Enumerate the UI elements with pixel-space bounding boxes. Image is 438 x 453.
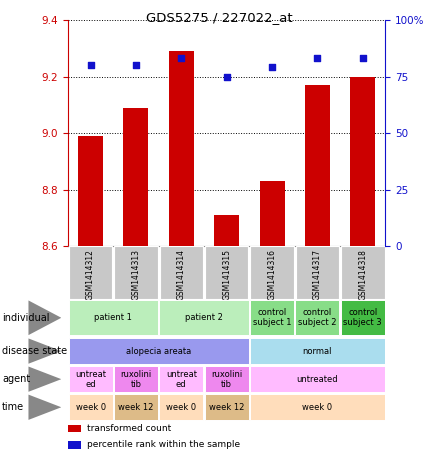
Bar <box>78 136 103 246</box>
Point <box>268 64 276 71</box>
Point <box>178 55 185 62</box>
Text: normal: normal <box>303 347 332 356</box>
Bar <box>169 51 194 246</box>
Text: control
subject 3: control subject 3 <box>343 308 382 327</box>
Text: GSM1414313: GSM1414313 <box>131 249 141 300</box>
Polygon shape <box>28 300 61 335</box>
Bar <box>250 300 294 336</box>
Text: patient 2: patient 2 <box>185 313 223 322</box>
Bar <box>296 246 339 299</box>
Text: GSM1414316: GSM1414316 <box>268 249 276 300</box>
Bar <box>305 85 330 246</box>
Bar <box>205 394 249 420</box>
Text: percentile rank within the sample: percentile rank within the sample <box>87 440 240 449</box>
Bar <box>250 338 385 364</box>
Point <box>223 73 230 80</box>
Polygon shape <box>28 395 61 420</box>
Bar <box>205 246 248 299</box>
Bar <box>159 394 203 420</box>
Point <box>314 55 321 62</box>
Text: alopecia areata: alopecia areata <box>126 347 191 356</box>
Bar <box>114 394 158 420</box>
Text: control
subject 1: control subject 1 <box>253 308 291 327</box>
Bar <box>159 300 249 336</box>
Bar <box>295 300 339 336</box>
Text: individual: individual <box>2 313 49 323</box>
Text: GSM1414315: GSM1414315 <box>222 249 231 300</box>
Polygon shape <box>28 366 61 392</box>
Text: GSM1414312: GSM1414312 <box>86 249 95 300</box>
Point <box>132 62 139 69</box>
Bar <box>341 300 385 336</box>
Bar <box>159 246 203 299</box>
Polygon shape <box>28 338 61 364</box>
Text: disease state: disease state <box>2 346 67 356</box>
Bar <box>114 366 158 392</box>
Bar <box>350 77 375 246</box>
Bar <box>214 215 239 246</box>
Bar <box>69 394 113 420</box>
Text: transformed count: transformed count <box>87 424 171 433</box>
Bar <box>69 366 113 392</box>
Bar <box>69 338 249 364</box>
Bar <box>68 441 81 448</box>
Text: untreated: untreated <box>297 375 338 384</box>
Text: GSM1414314: GSM1414314 <box>177 249 186 300</box>
Bar <box>159 366 203 392</box>
Bar <box>114 246 158 299</box>
Point <box>87 62 94 69</box>
Text: week 12: week 12 <box>209 403 244 412</box>
Text: patient 1: patient 1 <box>94 313 132 322</box>
Text: GSM1414317: GSM1414317 <box>313 249 322 300</box>
Bar <box>124 108 148 246</box>
Text: ruxolini
tib: ruxolini tib <box>120 370 152 389</box>
Bar <box>250 394 385 420</box>
Bar <box>205 366 249 392</box>
Text: untreat
ed: untreat ed <box>166 370 197 389</box>
Bar <box>69 300 158 336</box>
Bar <box>341 246 385 299</box>
Bar <box>250 246 294 299</box>
Text: ruxolini
tib: ruxolini tib <box>211 370 242 389</box>
Bar <box>250 366 385 392</box>
Text: time: time <box>2 402 25 412</box>
Text: week 0: week 0 <box>302 403 332 412</box>
Text: untreat
ed: untreat ed <box>75 370 106 389</box>
Bar <box>260 181 285 246</box>
Text: agent: agent <box>2 374 30 384</box>
Point <box>359 55 366 62</box>
Bar <box>68 425 81 432</box>
Text: week 12: week 12 <box>118 403 154 412</box>
Text: GDS5275 / 227022_at: GDS5275 / 227022_at <box>146 11 292 24</box>
Text: control
subject 2: control subject 2 <box>298 308 337 327</box>
Text: week 0: week 0 <box>75 403 106 412</box>
Text: week 0: week 0 <box>166 403 196 412</box>
Text: GSM1414318: GSM1414318 <box>358 249 367 300</box>
Bar <box>69 246 112 299</box>
